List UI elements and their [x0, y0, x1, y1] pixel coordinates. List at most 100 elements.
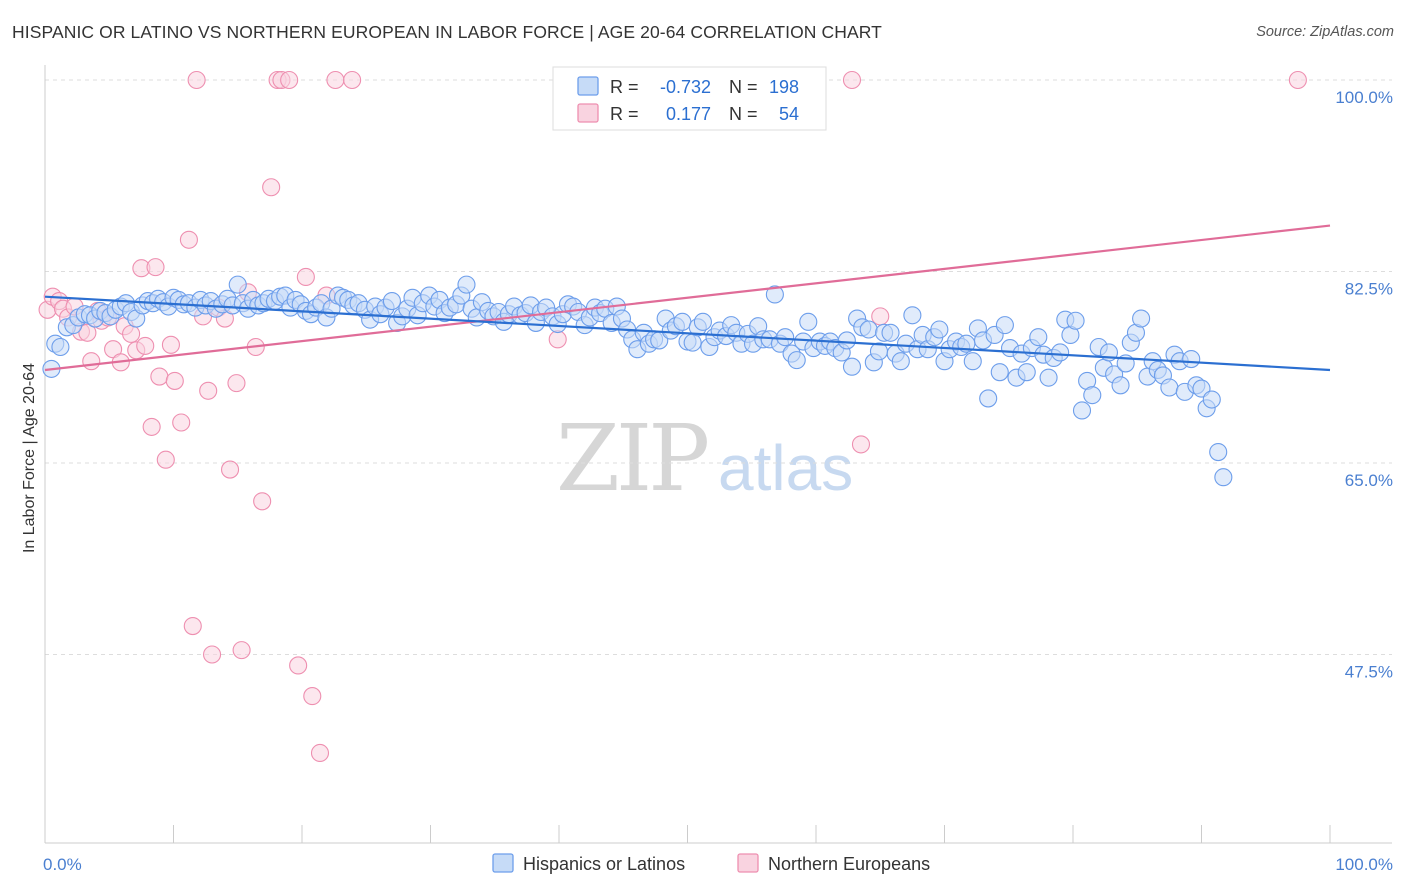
hispanics-point [837, 331, 856, 350]
hispanics-point [1039, 368, 1058, 387]
northern-europeans-point [262, 178, 281, 197]
hispanics-point [1160, 378, 1179, 397]
watermark-zip: ZIP [556, 405, 707, 512]
hispanics-points [42, 275, 1233, 487]
hispanics-point [1182, 349, 1201, 369]
hispanics-point [881, 323, 900, 342]
northern-europeans-point [142, 417, 161, 436]
y-tick-label: 82.5% [1345, 280, 1393, 299]
northern-europeans-point [136, 336, 155, 355]
hispanics-point [1132, 309, 1151, 328]
hispanics-point [1072, 401, 1092, 420]
hispanics-point [859, 320, 878, 339]
hispanics-point [990, 363, 1009, 382]
trend-lines [44, 224, 1331, 372]
hispanics-point [1066, 311, 1085, 330]
hispanics-point [457, 275, 476, 294]
northern-europeans-point [232, 641, 251, 660]
x-tick-labels: 0.0% 100.0% [43, 855, 1393, 874]
northern-europeans-point [303, 687, 322, 706]
hispanics-point [382, 291, 402, 311]
northern-europeans-point [842, 70, 862, 90]
x-tick-label: 0.0% [43, 855, 82, 874]
legend-swatch-pink [577, 103, 599, 123]
legend-r-label-2: R = [610, 104, 639, 124]
northern-europeans-point [871, 307, 890, 326]
northern-europeans-point [146, 258, 165, 277]
hispanics-point [799, 312, 818, 331]
axes [44, 65, 1392, 844]
northern-europeans-point [220, 460, 240, 479]
northern-europeans-point [122, 324, 141, 343]
stats-legend: R = -0.732 N = 198 R = 0.177 N = 54 [552, 66, 827, 131]
northern-europeans-point [203, 645, 222, 664]
legend-label-northern-europeans: Northern Europeans [768, 854, 930, 874]
series-legend: Hispanics or Latinos Northern Europeans [492, 853, 930, 874]
northern-europeans-point [172, 413, 191, 432]
northern-europeans-point [82, 352, 101, 371]
hispanics-point [765, 285, 784, 304]
watermark: ZIP atlas [556, 405, 853, 512]
northern-europeans-point [183, 616, 202, 636]
northern-europeans-point [156, 450, 175, 469]
northern-europeans-point [165, 371, 184, 390]
hispanics-point [842, 357, 862, 376]
hispanics-point [51, 337, 70, 357]
northern-europeans-point [78, 323, 97, 342]
hispanics-trend-line [44, 295, 1331, 372]
legend-n-value-2: 54 [779, 104, 799, 124]
hispanics-point [1209, 443, 1228, 462]
source-label: Source: ZipAtlas.com [1256, 24, 1394, 40]
hispanics-point [1202, 390, 1221, 409]
legend-r-label-1: R = [610, 77, 639, 97]
northern-europeans-point [851, 435, 871, 454]
northern-europeans-point [280, 70, 299, 90]
legend-label-hispanics: Hispanics or Latinos [523, 854, 685, 874]
y-tick-labels: 100.0% 82.5% 65.0% 47.5% [1335, 88, 1393, 682]
watermark-atlas: atlas [718, 432, 853, 504]
hispanics-point [693, 312, 712, 331]
northern-europeans-point [179, 230, 198, 249]
hispanics-point [1029, 328, 1048, 347]
hispanics-point [979, 389, 998, 408]
hispanics-point [1111, 376, 1130, 395]
hispanics-point [963, 352, 982, 371]
hispanics-point [787, 351, 806, 370]
hispanics-point [891, 352, 910, 371]
legend-swatch-hispanics [492, 853, 514, 873]
hispanics-point [1051, 343, 1070, 362]
hispanics-point [776, 328, 795, 347]
hispanics-point [1214, 468, 1233, 487]
hispanics-point [1017, 363, 1036, 382]
northern-europeans-trend-line [44, 224, 1331, 372]
northern-europeans-point [1288, 70, 1307, 90]
northern-europeans-point [326, 70, 345, 90]
legend-swatch-northern-europeans [737, 853, 759, 873]
hispanics-point [930, 320, 949, 339]
northern-europeans-point [187, 70, 206, 90]
hispanics-point [903, 306, 922, 325]
x-tick-label: 100.0% [1335, 855, 1393, 874]
northern-europeans-point [343, 70, 362, 90]
legend-n-label-2: N = [729, 104, 758, 124]
legend-r-value-1: -0.732 [660, 77, 711, 97]
hispanics-point [683, 333, 702, 352]
northern-europeans-point [548, 330, 567, 349]
y-axis-label: In Labor Force | Age 20-64 [21, 363, 38, 553]
northern-europeans-point [310, 743, 330, 763]
legend-n-label-1: N = [729, 77, 758, 97]
legend-swatch-blue [577, 76, 599, 96]
northern-europeans-point [253, 492, 272, 511]
northern-europeans-point [161, 335, 180, 354]
y-tick-label: 47.5% [1345, 663, 1393, 682]
legend-r-value-2: 0.177 [666, 104, 711, 124]
hispanics-point [995, 316, 1014, 335]
hispanics-point [228, 275, 247, 294]
northern-europeans-point [227, 374, 246, 393]
chart-title: HISPANIC OR LATINO VS NORTHERN EUROPEAN … [12, 22, 882, 42]
northern-europeans-point [150, 367, 169, 386]
y-tick-label: 100.0% [1335, 88, 1393, 107]
northern-europeans-point [199, 381, 218, 400]
y-tick-label: 65.0% [1345, 471, 1393, 490]
